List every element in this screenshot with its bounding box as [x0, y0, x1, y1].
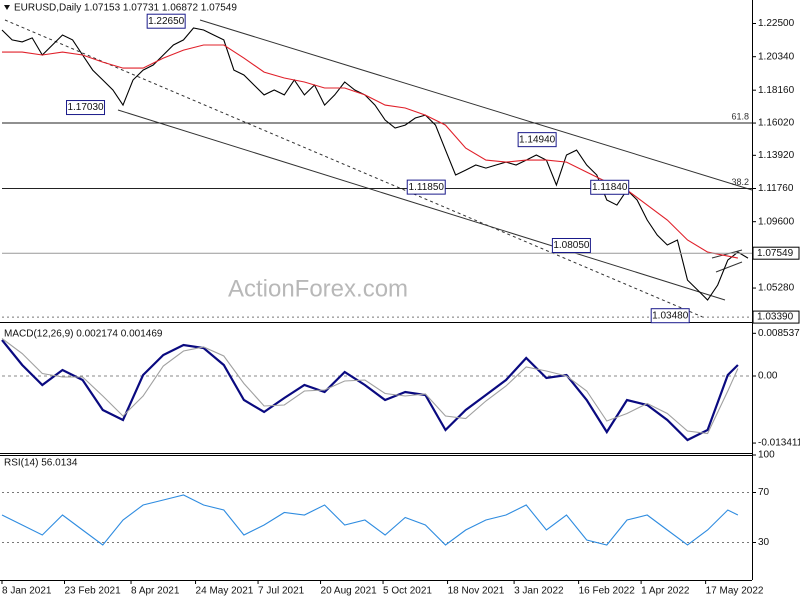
axis-label-box	[752, 310, 800, 324]
x-tick-label: 17 May 2022	[706, 586, 764, 597]
x-tick-label: 1 Apr 2022	[641, 586, 690, 597]
watermark: ActionForex.com	[228, 275, 408, 302]
chart-title: EURUSD,Daily 1.07153 1.07731 1.06872 1.0…	[14, 3, 237, 14]
y-tick-label: 70	[758, 487, 770, 498]
x-tick-label: 8 Apr 2021	[131, 586, 180, 597]
y-tick-label: 0.00	[758, 371, 778, 382]
x-tick-label: 7 Jul 2021	[258, 586, 305, 597]
level-label: 61.8	[731, 111, 749, 121]
callout-label: 1.11850	[409, 182, 445, 193]
callout-label: 1.14940	[519, 134, 556, 145]
callout-label: 1.03480	[652, 310, 689, 321]
callout-box	[66, 100, 106, 116]
chart-title: MACD(12,26,9) 0.002174 0.001469	[4, 329, 163, 340]
y-tick-label: 1.16020	[758, 118, 795, 129]
callout-label: 1.08050	[553, 240, 590, 251]
y-tick-label: 1.13920	[758, 150, 795, 161]
series-line	[1, 27, 749, 301]
channel-line	[117, 109, 726, 301]
trend-line	[4, 19, 706, 319]
callout-box	[517, 132, 557, 148]
level-label: 1.03390	[757, 312, 794, 323]
callout-box	[551, 237, 591, 253]
x-tick-label: 23 Feb 2021	[65, 586, 122, 597]
y-tick-label: -0.013411	[758, 438, 800, 449]
title-marker	[4, 5, 10, 10]
x-tick-label: 5 Oct 2021	[383, 586, 432, 597]
callout-label: 1.17030	[67, 102, 104, 113]
x-tick-label: 18 Nov 2021	[448, 586, 505, 597]
trend-line	[711, 249, 743, 259]
callout-box	[590, 179, 630, 195]
chart-title: RSI(14) 56.0134	[4, 458, 78, 469]
y-tick-label: 1.18160	[758, 85, 795, 96]
y-tick-label: 100	[758, 450, 775, 461]
y-tick-label: 1.05280	[758, 283, 795, 294]
y-tick-label: 1.09600	[758, 216, 795, 227]
x-tick-label: 24 May 2021	[196, 586, 254, 597]
x-tick-label: 8 Jan 2021	[2, 586, 52, 597]
x-tick-label: 20 Aug 2021	[321, 586, 378, 597]
y-tick-label: 0.008537	[758, 328, 800, 339]
callout-box	[650, 308, 690, 324]
x-tick-label: 16 Feb 2022	[579, 586, 636, 597]
y-tick-label: 1.22500	[758, 18, 795, 29]
y-tick-label: 1.11760	[758, 183, 794, 194]
callout-box	[146, 13, 186, 29]
callout-label: 1.22650	[148, 16, 185, 27]
y-tick-label: 1.20340	[758, 51, 795, 62]
series-line	[1, 338, 739, 435]
y-tick-label: 30	[758, 537, 770, 548]
callout-label: 1.11840	[592, 182, 628, 193]
x-tick-label: 3 Jan 2022	[514, 586, 564, 597]
trend-line	[715, 261, 743, 273]
last-price-label: 1.07549	[757, 248, 794, 259]
axis-label-box	[752, 246, 800, 260]
level-label: 38.2	[731, 177, 749, 187]
callout-box	[406, 179, 446, 195]
series-line	[1, 494, 739, 546]
channel-line	[199, 19, 753, 191]
